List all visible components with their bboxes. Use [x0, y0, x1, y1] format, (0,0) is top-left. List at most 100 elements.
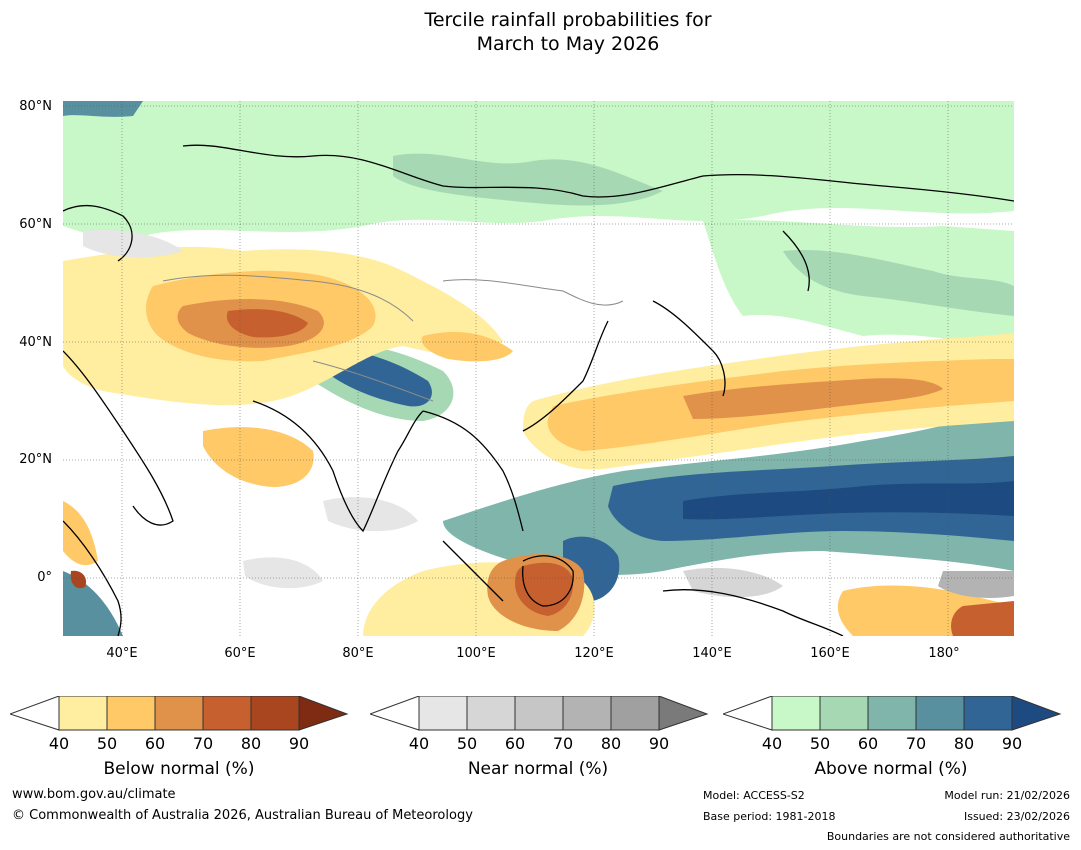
china-coast	[522, 320, 609, 432]
tick: 40	[48, 734, 70, 753]
sumatra	[442, 540, 504, 602]
siberia-teal	[393, 153, 663, 206]
colorbar-below-seg-3	[202, 696, 252, 731]
colorbar-below	[10, 696, 349, 731]
colorbar-above-left-arrow	[723, 696, 773, 731]
tick: 90	[288, 734, 310, 753]
tick: 80	[953, 734, 975, 753]
rainfall-map	[63, 101, 1014, 636]
tick: 70	[905, 734, 927, 753]
lat-label-40n: 40°N	[19, 335, 52, 350]
south-pacific-dark	[951, 601, 1014, 636]
tick: 40	[408, 734, 430, 753]
europe-coast	[63, 204, 133, 262]
base-period: Base period: 1981-2018	[703, 810, 836, 823]
tibet-north-orange	[421, 331, 513, 362]
ne-pacific-teal	[783, 250, 1014, 316]
lon-label-180: 180°	[928, 646, 960, 661]
se-asia-coast	[422, 410, 524, 532]
lat-label-20n: 20°N	[19, 452, 52, 467]
above-normal-regions	[63, 101, 1014, 636]
map-title: Tercile rainfall probabilities for March…	[0, 8, 1081, 56]
tick: 90	[1001, 734, 1023, 753]
arctic-blue	[63, 101, 143, 117]
colorbar-below-seg-0	[58, 696, 108, 731]
border-mongolia	[442, 279, 624, 306]
lon-label-60e: 60°E	[224, 646, 256, 661]
lat-label-60n: 60°N	[19, 217, 52, 232]
lat-label-80n: 80°N	[19, 99, 52, 114]
new-guinea	[662, 589, 844, 636]
grey-patch-1	[83, 229, 183, 258]
africa-dot	[70, 570, 87, 589]
grey-patch-4	[938, 571, 1014, 598]
africa-yellow	[63, 501, 98, 566]
website-link[interactable]: www.bom.gov.au/climate	[12, 787, 176, 802]
tick: 50	[96, 734, 118, 753]
lon-label-120e: 120°E	[574, 646, 614, 661]
lon-label-100e: 100°E	[456, 646, 496, 661]
tick: 60	[144, 734, 166, 753]
tick: 80	[240, 734, 262, 753]
tick: 70	[552, 734, 574, 753]
copyright: © Commonwealth of Australia 2026, Austra…	[12, 808, 473, 823]
map-title-line1: Tercile rainfall probabilities for	[424, 9, 712, 31]
tick: 50	[809, 734, 831, 753]
colorbar-near-seg-2	[514, 696, 564, 731]
model-info: Model: ACCESS-S2	[703, 789, 805, 802]
colorbar-near-label: Near normal (%)	[467, 759, 609, 779]
boundaries-disclaimer: Boundaries are not considered authoritat…	[826, 830, 1070, 843]
africa-east	[63, 520, 122, 636]
central-asia-dark	[226, 309, 308, 338]
model-run: Model run: 21/02/2026	[944, 789, 1070, 802]
arabia-coast	[63, 350, 174, 526]
grey-patch-3	[683, 567, 783, 598]
tick: 40	[761, 734, 783, 753]
colorbar-below-seg-2	[154, 696, 204, 731]
grey-patch-5	[243, 557, 323, 589]
colorbar-above-seg-2	[867, 696, 917, 731]
nw-pacific-band-core	[683, 378, 943, 419]
colorbar-above	[723, 696, 1062, 731]
country-borders	[162, 274, 624, 402]
colorbar-near-right-arrow	[658, 696, 709, 731]
colorbar-above-seg-0	[771, 696, 821, 731]
colorbar-near-left-arrow	[370, 696, 420, 731]
colorbar-near-seg-0	[418, 696, 468, 731]
colorbar-above-right-arrow	[1011, 696, 1062, 731]
colorbar-below-seg-1	[106, 696, 156, 731]
coastlines	[63, 144, 1014, 636]
colorbar-below-left-arrow	[10, 696, 60, 731]
korea-japan	[652, 300, 726, 397]
border-china-india	[312, 360, 434, 402]
india-coast	[252, 400, 424, 533]
lon-label-160e: 160°E	[810, 646, 850, 661]
tick: 60	[857, 734, 879, 753]
west-pacific-band-core	[683, 481, 1014, 520]
issued-date: Issued: 23/02/2026	[963, 810, 1070, 823]
tick: 80	[600, 734, 622, 753]
kamchatka	[782, 230, 810, 292]
colorbar-above-label: Above normal (%)	[814, 759, 968, 779]
colorbar-above-seg-4	[963, 696, 1013, 731]
gridlines	[63, 101, 1014, 636]
colorbar-below-right-arrow	[298, 696, 349, 731]
lon-label-140e: 140°E	[692, 646, 732, 661]
colorbar-near-seg-1	[466, 696, 516, 731]
russia-arctic-coast	[182, 144, 1014, 202]
colorbar-near-seg-3	[562, 696, 612, 731]
colorbar-above-seg-3	[915, 696, 965, 731]
lat-label-0: 0°	[37, 570, 52, 585]
tick: 90	[648, 734, 670, 753]
lon-label-80e: 80°E	[342, 646, 374, 661]
map-title-line2: March to May 2026	[476, 33, 660, 55]
colorbar-near	[370, 696, 709, 731]
colorbar-below-label: Below normal (%)	[103, 759, 255, 779]
colorbar-below-seg-4	[250, 696, 300, 731]
tick: 50	[456, 734, 478, 753]
borneo	[522, 555, 574, 607]
lon-label-40e: 40°E	[106, 646, 138, 661]
colorbar-near-seg-4	[610, 696, 660, 731]
tick: 60	[504, 734, 526, 753]
tick: 70	[192, 734, 214, 753]
